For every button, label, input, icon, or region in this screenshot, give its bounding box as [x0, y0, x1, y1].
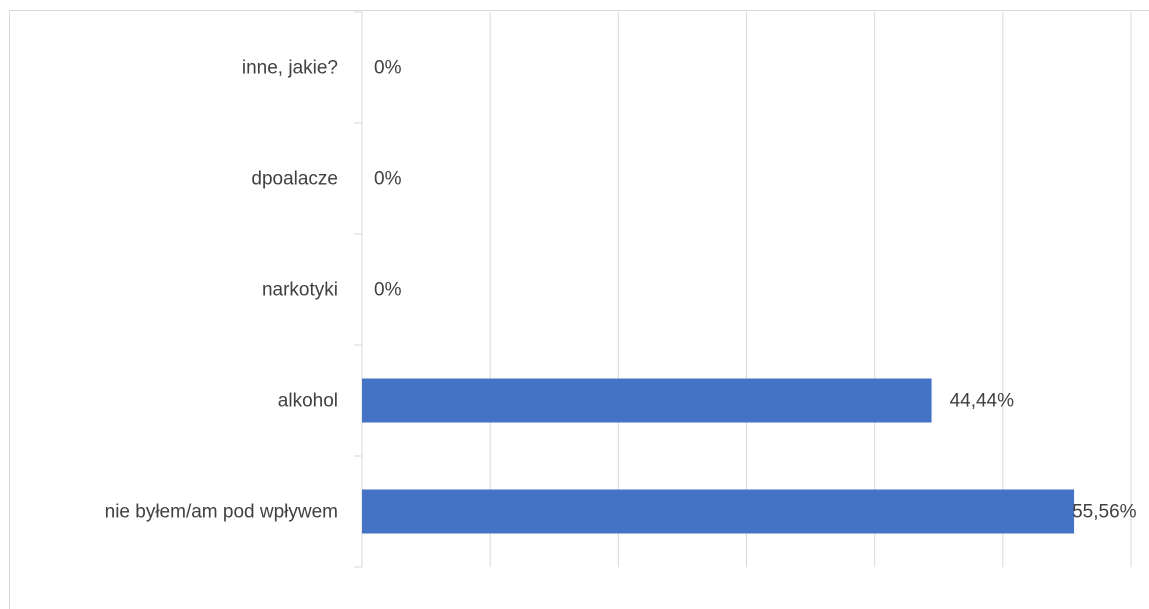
chart-frame — [9, 10, 1149, 609]
category-label: inne, jakie? — [242, 58, 338, 79]
category-label: alkohol — [278, 391, 338, 412]
gridlines — [361, 12, 1132, 567]
category-label: narkotyki — [262, 280, 338, 301]
data-label: 55,56% — [1072, 502, 1137, 523]
category-label: dpoalacze — [251, 169, 338, 190]
data-label: 0% — [374, 169, 402, 190]
labels: inne, jakie? 0% dpoalacze 0% narkotyki 0% alko… — [105, 58, 1137, 523]
data-label: 44,44% — [950, 391, 1015, 412]
data-label: 0% — [374, 280, 402, 301]
category-label: nie byłem/am pod wpływem — [105, 502, 338, 523]
category-axis — [354, 11, 362, 568]
bar — [362, 489, 1075, 534]
bars — [362, 378, 1075, 534]
bar — [362, 378, 932, 423]
data-label: 0% — [374, 58, 402, 79]
